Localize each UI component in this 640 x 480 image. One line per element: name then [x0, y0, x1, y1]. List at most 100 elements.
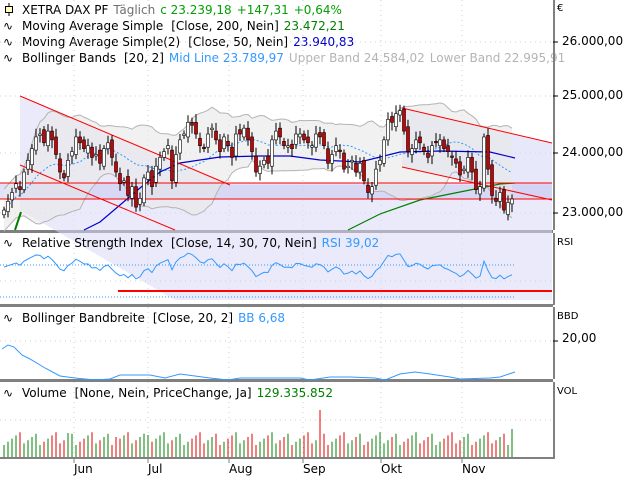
candle-down — [342, 152, 346, 170]
volume-panel[interactable] — [0, 382, 555, 458]
candle-down — [118, 173, 122, 185]
bb-name: Bollinger Bands — [22, 51, 116, 65]
candle-up — [86, 145, 90, 154]
candle-up — [22, 171, 26, 190]
candle-down — [426, 152, 430, 158]
candle-down — [434, 141, 438, 144]
candle-up — [10, 192, 14, 201]
indicator-wave-icon: ∿ — [3, 19, 14, 33]
candle-down — [170, 149, 174, 182]
candle-down — [98, 149, 102, 164]
candle-up — [146, 171, 150, 180]
candle-up — [510, 198, 514, 205]
candle-down — [326, 148, 330, 164]
candle-down — [254, 155, 258, 173]
price-panel[interactable] — [0, 0, 555, 230]
candle-up — [410, 148, 414, 155]
candle-down — [390, 116, 394, 123]
candle-down — [418, 136, 422, 144]
candle-down — [50, 130, 54, 141]
candle-down — [354, 162, 358, 173]
candle-down — [238, 129, 242, 135]
candle-up — [310, 145, 314, 148]
candle-up — [358, 162, 362, 173]
price-tick-label: 25.000,00 — [562, 88, 624, 102]
bbd-panel[interactable] — [0, 307, 555, 379]
candle-up — [350, 160, 354, 163]
candle-down — [322, 132, 326, 147]
candle-up — [370, 186, 374, 195]
candle-down — [190, 122, 194, 126]
candle-up — [154, 165, 158, 183]
panel-separator[interactable] — [0, 379, 553, 382]
candle-down — [302, 133, 306, 141]
candle-down — [406, 126, 410, 152]
candle-up — [138, 198, 142, 205]
candle-down — [366, 184, 370, 193]
close-value: c 23.239,18 — [160, 3, 232, 17]
ma200-value: 23.472,21 — [283, 19, 345, 33]
candle-up — [2, 209, 6, 216]
bbd-line — [1, 344, 516, 381]
candle-up — [414, 139, 418, 149]
candle-up — [14, 183, 18, 189]
candle-down — [266, 155, 270, 164]
bollinger-upper-line — [3, 102, 513, 190]
volume-name: Volume — [22, 386, 67, 400]
indicator-wave-icon: ∿ — [3, 236, 14, 250]
candle-up — [506, 202, 510, 215]
volume-legend[interactable]: ∿ Volume [None, Nein, PriceChange, Ja] 129.… — [3, 385, 338, 401]
rsi-legend[interactable]: ∿ Relative Strength Index [Close, 14, 30, … — [3, 235, 384, 251]
bb-upper-value: Upper Band 24.584,02 — [288, 51, 425, 65]
candle-up — [378, 160, 382, 166]
price-tick-label: 24.000,00 — [562, 145, 624, 159]
bbd-params: [Close, 20, 2] — [152, 311, 234, 325]
candle-down — [278, 127, 282, 138]
candle-down — [62, 173, 66, 179]
ma200-name: Moving Average Simple — [22, 19, 164, 33]
candle-down — [470, 157, 474, 173]
month-label: Jun — [74, 462, 93, 476]
candle-up — [186, 122, 190, 138]
candle-up — [466, 157, 470, 173]
candle-up — [430, 145, 434, 157]
legend-bollinger[interactable]: ∿ Bollinger Bands [20, 2] Mid Line 23.789,9… — [3, 50, 570, 66]
rsi-panel[interactable] — [0, 233, 555, 305]
candle-up — [34, 136, 38, 151]
bbd-legend[interactable]: ∿ Bollinger Bandbreite [Close, 20, 2] BB 6,… — [3, 310, 290, 326]
candle-up — [462, 168, 466, 171]
candle-up — [30, 148, 34, 166]
candle-up — [142, 177, 146, 204]
candle-down — [194, 122, 198, 135]
legend-ma50[interactable]: ∿ Moving Average Simple(2) [Close, 50, Nei… — [3, 34, 570, 50]
ma50-name: Moving Average Simple(2) — [22, 35, 181, 49]
candle-down — [454, 158, 458, 164]
bb-mid-value: Mid Line 23.789,97 — [168, 51, 284, 65]
legend-ma200[interactable]: ∿ Moving Average Simple [Close, 200, Nein]… — [3, 18, 570, 34]
volume-axis-unit: VOL — [557, 386, 578, 397]
candle-up — [70, 151, 74, 157]
ma50-value: 23.940,83 — [293, 35, 355, 49]
candle-down — [126, 176, 130, 196]
candle-up — [274, 130, 278, 141]
panel-separator[interactable] — [0, 304, 553, 307]
candle-up — [334, 145, 338, 152]
candle-down — [318, 132, 322, 138]
rsi-value: RSI 39,02 — [321, 236, 380, 250]
month-label: Okt — [381, 462, 403, 476]
trendline-upper-1 — [19, 95, 231, 186]
bbd-name: Bollinger Bandbreite — [22, 311, 145, 325]
candle-down — [458, 161, 462, 176]
candle-up — [46, 130, 50, 147]
rsi-name: Relative Strength Index — [22, 236, 163, 250]
instrument-header-row: XETRA DAX PF Täglich c 23.239,18 +147,31 +0,… — [3, 2, 570, 18]
volume-value: 129.335.852 — [256, 386, 333, 400]
candle-down — [474, 168, 478, 190]
candle-up — [262, 160, 266, 166]
trendline-upper-2 — [401, 107, 553, 144]
candle-down — [306, 136, 310, 144]
candle-down — [494, 198, 498, 202]
candle-up — [162, 151, 166, 158]
candle-down — [230, 146, 234, 158]
